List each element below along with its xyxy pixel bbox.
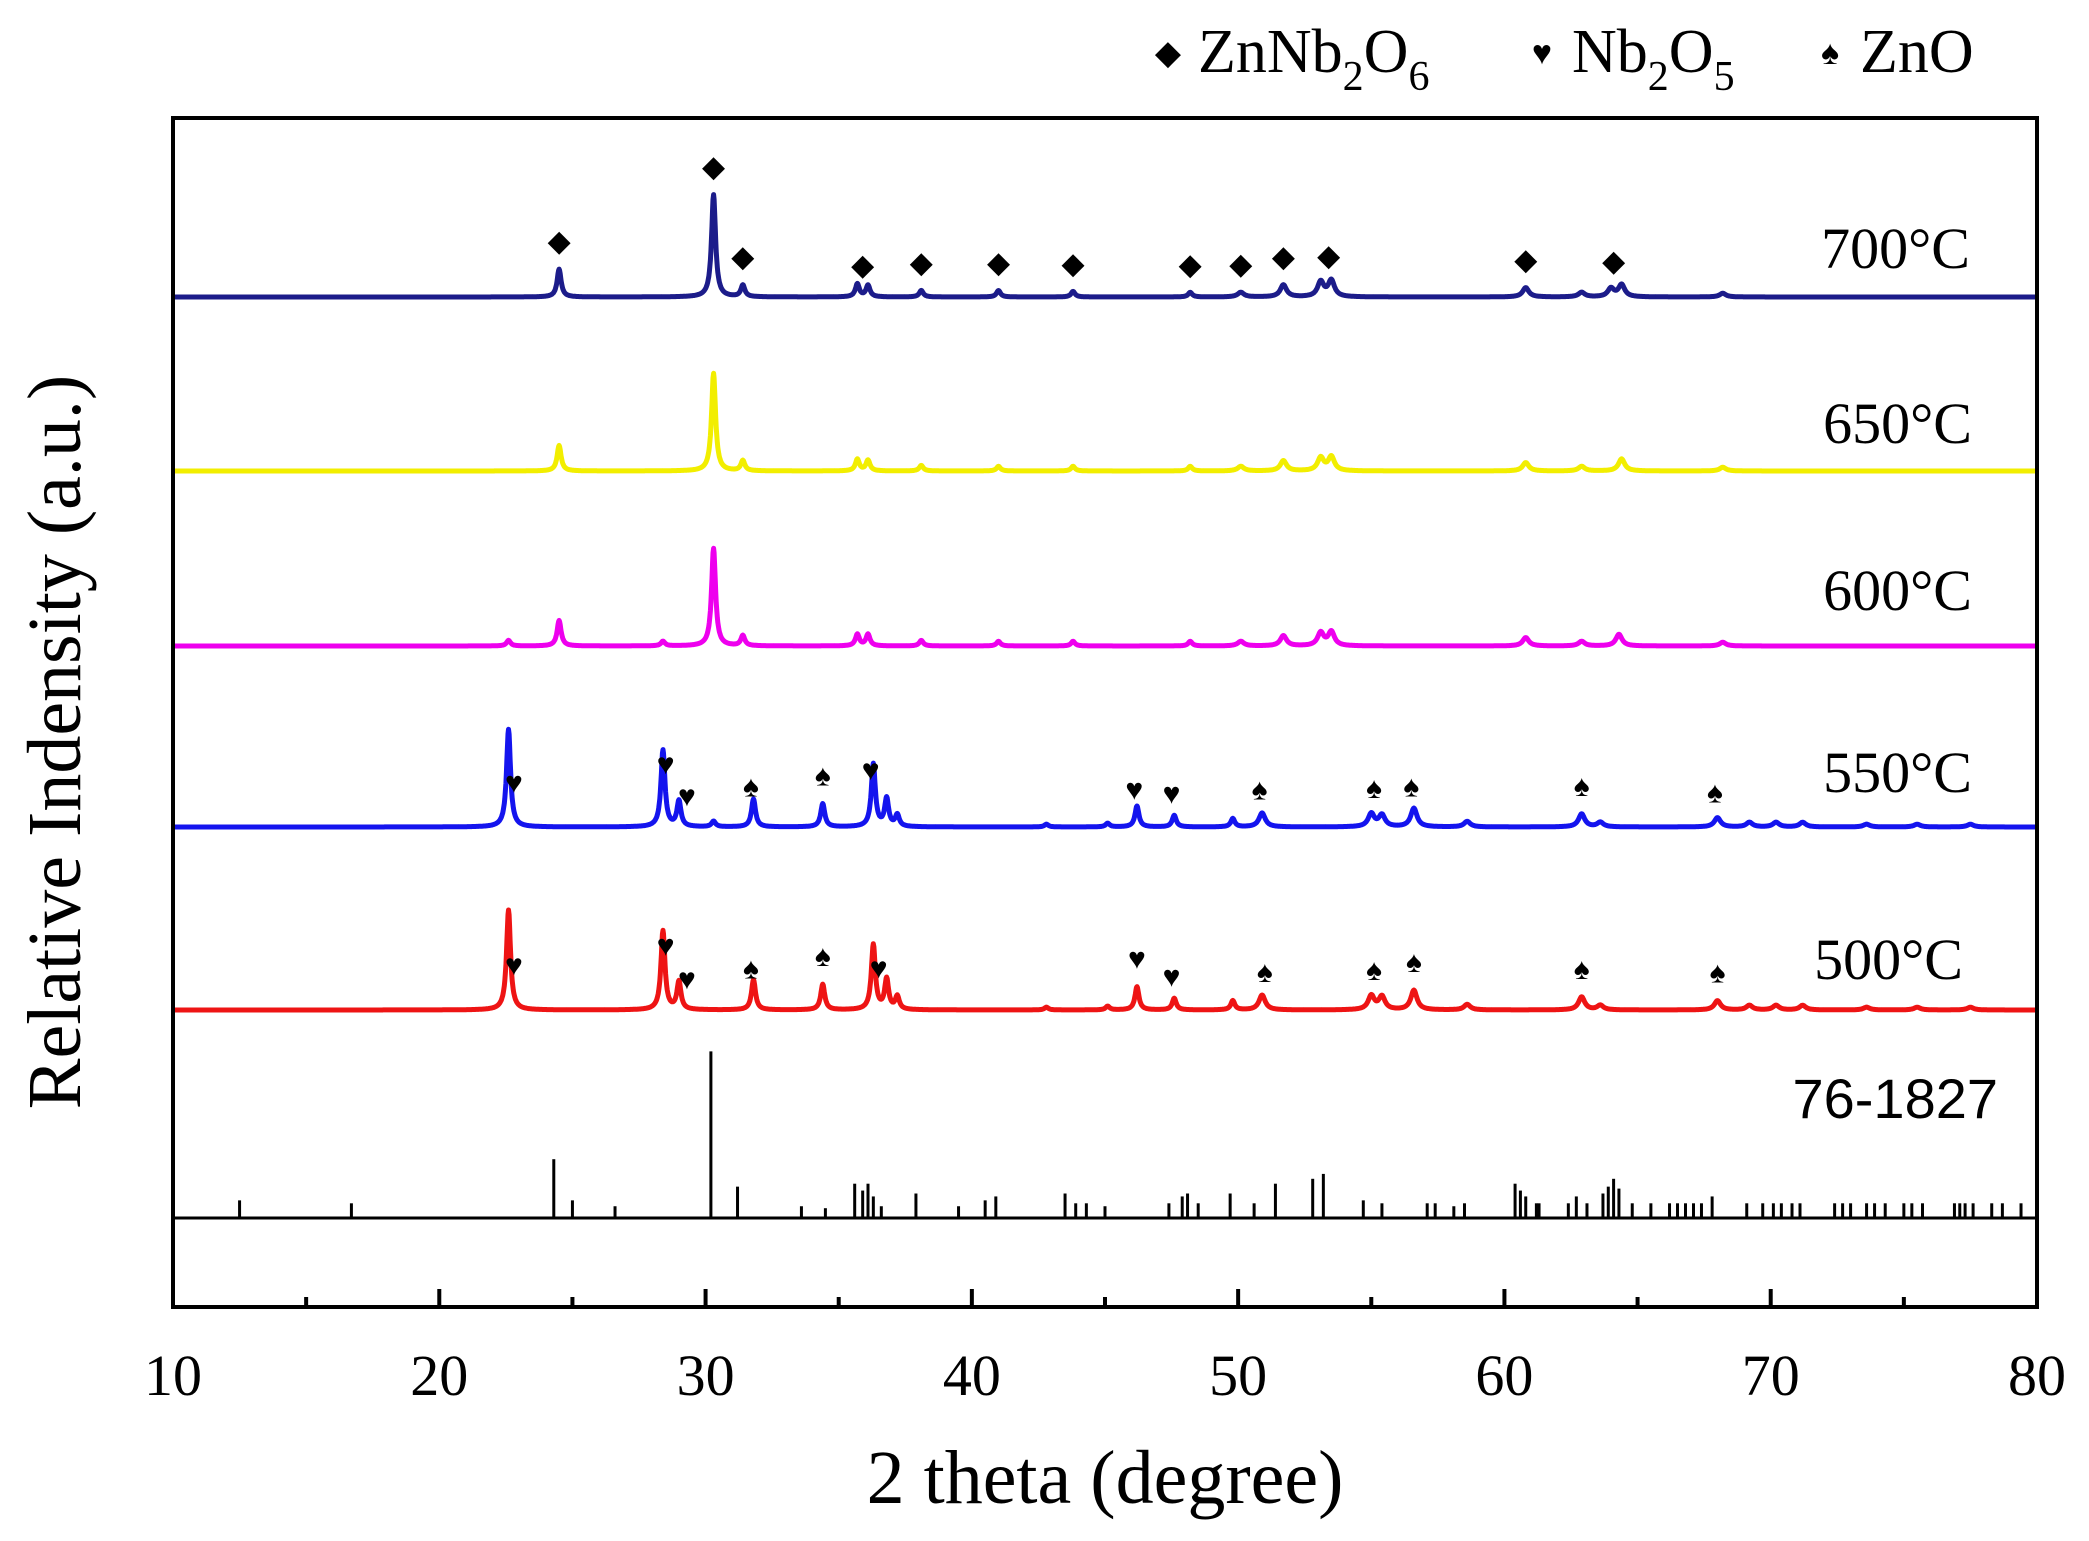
peak-marker: ◆ (1272, 241, 1295, 274)
peak-marker: ♥ (862, 754, 880, 787)
series-line (171, 192, 2039, 300)
series-label: 500°C (1814, 927, 1963, 992)
peak-marker: ♠ (1251, 774, 1267, 807)
series-label: 700°C (1821, 216, 1970, 281)
series-label: 600°C (1823, 558, 1972, 623)
legend-entry: ♥ Nb2O5 (1532, 18, 1735, 100)
peak-marker: ♥ (678, 963, 696, 996)
peak-marker: ♥ (657, 930, 675, 963)
peak-marker: ♠ (743, 952, 759, 985)
series-line (171, 370, 2039, 474)
peak-marker: ◆ (548, 225, 571, 258)
peak-marker: ◆ (1514, 244, 1537, 277)
legend-label: ZnNb2O6 (1198, 18, 1429, 100)
legend-label: Nb2O5 (1572, 18, 1735, 100)
peak-marker: ◆ (1229, 248, 1252, 281)
peak-marker: ◆ (987, 246, 1010, 279)
peak-marker: ♥ (1163, 961, 1181, 994)
series-label: 550°C (1823, 740, 1972, 805)
peak-marker: ♥ (870, 952, 888, 985)
legend-label: ZnO (1860, 18, 1974, 86)
peak-marker: ♠ (815, 759, 831, 792)
peak-marker: ♠ (1366, 954, 1382, 987)
x-tick-label: 20 (410, 1343, 468, 1408)
x-tick-label: 50 (1209, 1343, 1267, 1408)
legend-entry: ◆ ZnNb2O6 (1155, 18, 1430, 100)
peak-marker: ♥ (505, 949, 523, 982)
peak-marker: ◆ (1179, 248, 1202, 281)
peak-marker: ♥ (678, 780, 696, 813)
x-tick-label: 30 (677, 1343, 735, 1408)
series-label: 650°C (1823, 391, 1972, 456)
peak-marker: ◆ (1062, 247, 1085, 280)
peak-marker: ◆ (1317, 239, 1340, 272)
peak-marker: ♠ (1406, 946, 1422, 979)
peak-marker: ◆ (910, 246, 933, 279)
peak-marker: ♥ (1125, 774, 1143, 807)
y-axis-label: Relative Indensity (a.u.) (13, 375, 97, 1109)
x-tick-label: 40 (943, 1343, 1001, 1408)
series-line (171, 907, 2039, 1013)
peak-marker: ♥ (505, 767, 523, 800)
peak-marker: ◆ (702, 151, 725, 184)
peak-marker: ♥ (1128, 943, 1146, 976)
peak-marker: ♠ (1574, 953, 1590, 986)
x-tick-label: 70 (1742, 1343, 1800, 1408)
legend: ◆ ZnNb2O6 ♥ Nb2O5 ♠ ZnO (1155, 18, 1974, 100)
series-line (171, 545, 2039, 649)
x-tick-label: 60 (1475, 1343, 1533, 1408)
x-tick-label: 80 (2008, 1343, 2066, 1408)
legend-symbol-spade: ♠ (1821, 34, 1839, 72)
peak-marker: ♠ (815, 940, 831, 973)
legend-symbol-diamond: ◆ (1155, 34, 1182, 72)
legend-entry: ♠ ZnO (1821, 18, 1974, 86)
peak-marker: ♠ (1574, 770, 1590, 803)
peak-marker: ♠ (1257, 956, 1273, 989)
legend-symbol-heart: ♥ (1532, 34, 1552, 72)
peak-marker: ◆ (851, 249, 874, 282)
x-axis: 10 20 30 40 50 60 70 80 (144, 1289, 2066, 1408)
series-line (171, 726, 2039, 830)
reference-label: 76-1827 (1792, 1067, 1998, 1130)
peak-marker: ♠ (1707, 777, 1723, 810)
x-axis-label: 2 theta (degree) (867, 1436, 1344, 1520)
x-tick-label: 10 (144, 1343, 202, 1408)
peak-marker: ♥ (657, 748, 675, 781)
peak-marker: ◆ (731, 241, 754, 274)
peak-marker: ♠ (1709, 957, 1725, 990)
peak-marker: ♠ (743, 770, 759, 803)
peak-marker: ◆ (1602, 245, 1625, 278)
peak-marker: ♠ (1403, 770, 1419, 803)
peak-marker: ♥ (1163, 778, 1181, 811)
peak-marker: ♠ (1366, 772, 1382, 805)
